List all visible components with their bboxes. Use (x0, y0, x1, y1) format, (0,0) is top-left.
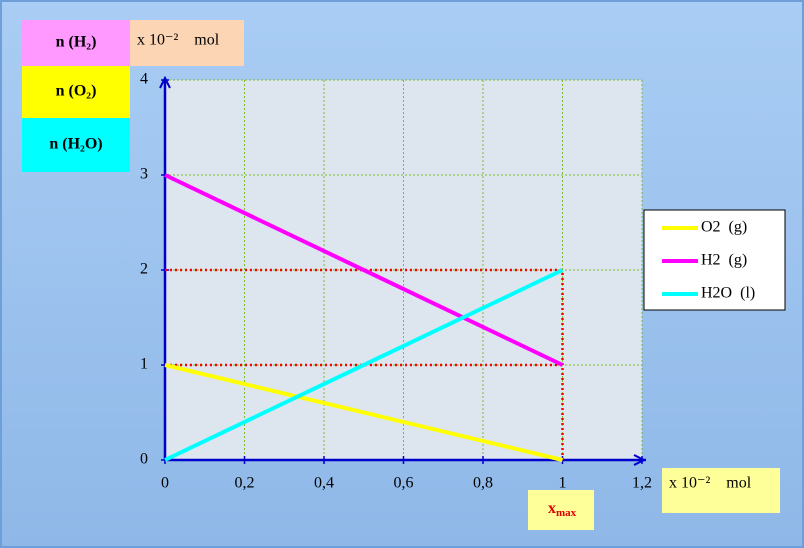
legend-label: O2 (g) (701, 219, 747, 236)
x-tick-label: 0 (161, 475, 169, 492)
x-tick-label: 1,2 (632, 475, 652, 492)
y-unit: x 10⁻² mol (137, 32, 220, 49)
y-tick-label: 1 (140, 356, 148, 373)
x-marker-sub: max (556, 507, 577, 519)
x-tick-label: 0,2 (235, 475, 255, 492)
y-label: n (H₂O) (49, 136, 102, 153)
axis-arrow (633, 454, 647, 466)
x-unit: x 10⁻² mol (669, 475, 752, 492)
x-marker-label: xmax (548, 500, 577, 519)
series-line (164, 268, 564, 462)
x-marker-main: x (548, 500, 556, 517)
y-label: n (H₂) (56, 34, 97, 51)
legend-label: H2 (g) (701, 252, 747, 269)
y-tick-label: 3 (140, 166, 148, 183)
y-tick-label: 2 (140, 261, 148, 278)
x-tick-label: 1 (559, 475, 567, 492)
y-label-box (22, 118, 130, 172)
unit-box (662, 468, 780, 513)
y-label-box (22, 20, 130, 66)
x-tick-label: 0,4 (314, 475, 334, 492)
axis-arrow (159, 75, 171, 89)
series-line (164, 363, 563, 462)
series-line (164, 173, 564, 367)
y-label-box (22, 66, 130, 118)
x-tick-label: 0,8 (473, 475, 493, 492)
unit-box (130, 20, 244, 66)
x-tick-label: 0,6 (394, 475, 414, 492)
legend-label: H2O (l) (701, 285, 755, 302)
y-tick-label: 0 (140, 451, 148, 468)
marker-box (528, 490, 594, 530)
y-label: n (O₂) (56, 83, 97, 100)
y-tick-label: 4 (140, 71, 148, 88)
